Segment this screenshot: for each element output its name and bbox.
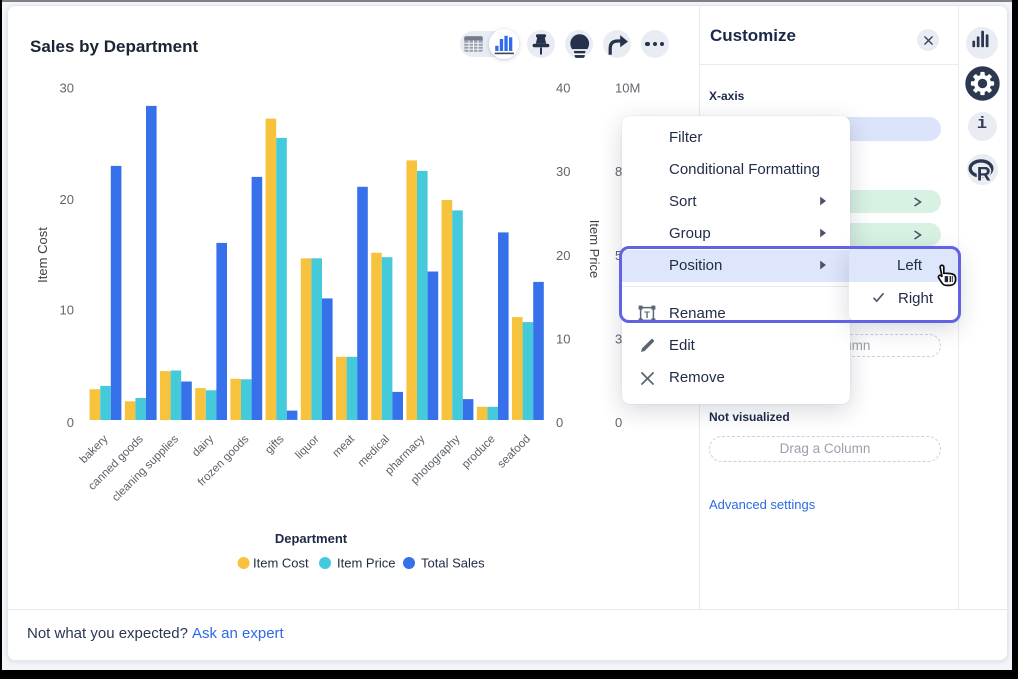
svg-text:Total Sales: Total Sales — [421, 556, 485, 571]
svg-text:20: 20 — [556, 248, 570, 263]
svg-text:Department: Department — [275, 531, 348, 546]
svg-text:0: 0 — [556, 415, 563, 430]
svg-text:Item Cost: Item Cost — [253, 556, 309, 571]
svg-text:cleaning supplies: cleaning supplies — [110, 433, 181, 504]
svg-text:liquor: liquor — [293, 433, 321, 461]
svg-text:0: 0 — [615, 415, 622, 430]
svg-text:Item Cost: Item Cost — [35, 227, 50, 283]
svg-text:T: T — [644, 310, 650, 321]
svg-text:bakery: bakery — [78, 433, 111, 466]
svg-text:40: 40 — [556, 81, 570, 96]
svg-text:gifts: gifts — [263, 433, 287, 457]
svg-text:30: 30 — [60, 81, 74, 96]
svg-text:produce: produce — [460, 433, 498, 471]
svg-text:0: 0 — [67, 415, 74, 430]
svg-text:Item Price: Item Price — [337, 556, 396, 571]
svg-text:10M: 10M — [615, 81, 640, 96]
svg-text:seafood: seafood — [496, 433, 533, 470]
svg-text:R: R — [977, 165, 991, 186]
svg-text:R: R — [977, 165, 991, 186]
svg-text:meat: meat — [330, 433, 357, 460]
svg-text:dairy: dairy — [190, 433, 216, 459]
svg-text:Item Price: Item Price — [587, 220, 602, 279]
svg-text:20: 20 — [60, 192, 74, 207]
svg-text:10: 10 — [60, 302, 74, 317]
svg-text:10: 10 — [556, 332, 570, 347]
svg-text:30: 30 — [556, 164, 570, 179]
